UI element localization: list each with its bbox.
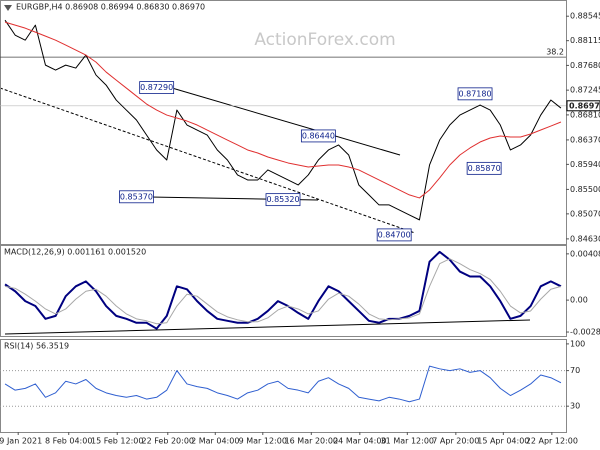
y-tick-label: 0.85500 xyxy=(570,185,600,194)
series-line xyxy=(4,365,562,403)
panel-title: RSI(14) 56.3519 xyxy=(4,342,69,351)
x-tick-label: 24 Mar 04:00 xyxy=(333,437,386,446)
y-tick-label: 0.85070 xyxy=(570,209,600,218)
trend-line xyxy=(171,87,401,156)
price-box xyxy=(466,161,502,175)
series-line xyxy=(4,19,562,221)
title-bg xyxy=(14,2,208,12)
y-tick-label: 0.85940 xyxy=(570,160,600,169)
price-box-label: 0.85320 xyxy=(266,195,299,204)
x-tick-label: 7 Apr 20:00 xyxy=(432,437,479,446)
x-tick-label: 8 Feb 04:00 xyxy=(45,437,92,446)
x-tick-label: 22 Apr 12:00 xyxy=(526,437,578,446)
price-box-label: 0.85370 xyxy=(120,192,153,201)
price-box xyxy=(376,228,412,242)
x-tick-label: 15 Apr 04:00 xyxy=(477,437,529,446)
price-box-label: 0.84700 xyxy=(378,230,411,239)
series-line xyxy=(4,258,562,325)
y-tick-label: 100 xyxy=(570,339,585,348)
price-box xyxy=(139,81,175,94)
x-tick-label: 16 Mar 20:00 xyxy=(285,437,338,446)
price-box xyxy=(265,193,301,207)
trend-line xyxy=(4,319,531,335)
y-tick-label: 0.87680 xyxy=(570,61,600,70)
series-line xyxy=(4,21,562,199)
price-box-label: 0.85870 xyxy=(468,164,501,173)
y-tick-label: 0.86370 xyxy=(570,135,600,144)
y-tick-label: -0.00282 xyxy=(570,328,600,337)
y-tick-label: 30 xyxy=(570,402,580,411)
x-tick-label: 29 Jan 2021 xyxy=(0,437,42,446)
price-box-label: 0.87290 xyxy=(140,83,173,92)
price-box-label: 0.87180 xyxy=(458,89,491,98)
price-box xyxy=(119,190,154,204)
y-tick-label: 0.88115 xyxy=(570,36,600,45)
panel-frame xyxy=(0,339,567,433)
y-tick-label: 70 xyxy=(570,366,580,375)
y-tick-label: 0.86810 xyxy=(570,110,600,119)
y-tick-label: 0.88545 xyxy=(570,12,600,21)
price-box-label: 0.86440 xyxy=(302,131,335,140)
y-tick-label: 0.00 xyxy=(570,296,588,305)
y-tick-label: 0.84630 xyxy=(570,234,600,243)
panel-frame xyxy=(0,245,567,337)
x-tick-label: 22 Feb 20:00 xyxy=(142,437,194,446)
title-bg xyxy=(2,247,149,257)
x-tick-label: 2 Mar 04:00 xyxy=(191,437,239,446)
y-tick-label: 0.004088 xyxy=(570,249,600,258)
trend-line xyxy=(0,87,416,234)
menu-icon xyxy=(4,5,12,11)
last-price-label: 0.86970 xyxy=(569,101,600,110)
price-box xyxy=(457,87,493,101)
x-tick-label: 9 Mar 12:00 xyxy=(239,437,287,446)
panel-frame xyxy=(0,0,567,245)
panel-title: MACD(12,26,9) 0.001161 0.001520 xyxy=(4,248,146,257)
x-tick-label: 31 Mar 12:00 xyxy=(381,437,434,446)
fib-label: 38.2 xyxy=(546,48,564,57)
panel-title: EURGBP,H4 0.86908 0.86994 0.86830 0.8697… xyxy=(16,3,205,12)
x-tick-label: 15 Feb 12:00 xyxy=(91,437,143,446)
watermark: ActionForex.com xyxy=(254,30,395,50)
series-line xyxy=(4,250,562,330)
last-price-box xyxy=(566,100,600,112)
y-tick-label: 0.87245 xyxy=(570,86,600,95)
price-box xyxy=(300,129,336,143)
title-bg xyxy=(2,341,72,351)
